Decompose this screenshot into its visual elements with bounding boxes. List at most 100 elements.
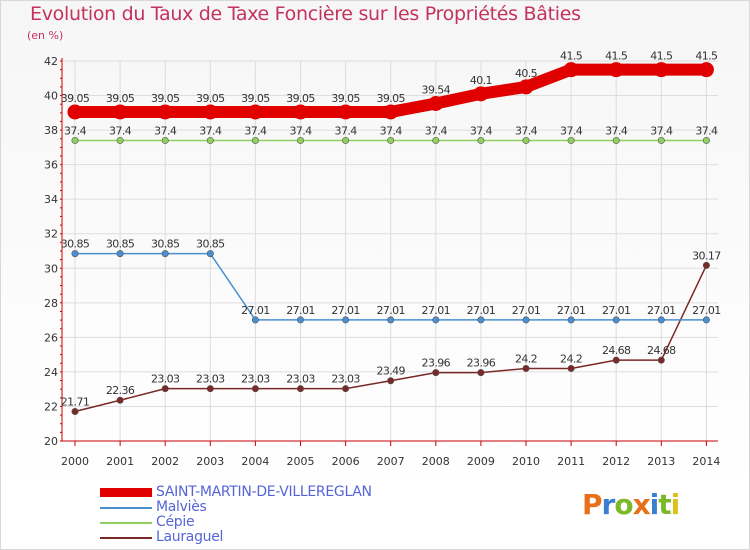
data-label: 39.05 [376,92,405,105]
series-point-3 [612,356,620,364]
series-point-1 [116,250,124,258]
data-label: 27.01 [602,304,631,317]
series-point-3 [206,385,214,393]
x-tick-label: 2002 [151,455,179,468]
x-tick-label: 2001 [106,455,134,468]
y-tick-label: 40 [44,90,58,103]
data-label: 39.05 [286,92,315,105]
series-point-0 [608,62,624,78]
data-label: 30.17 [692,249,721,262]
series-point-3 [251,385,259,393]
data-label: 40.1 [470,74,492,87]
series-point-1 [387,316,395,324]
series-point-2 [342,136,350,144]
proxiti-logo: Proxiti [582,488,680,521]
data-label: 39.54 [422,83,451,96]
data-label: 23.03 [196,373,225,386]
series-point-3 [116,396,124,404]
x-tick-label: 2009 [467,455,495,468]
data-label: 37.4 [335,124,358,137]
data-label: 37.4 [380,124,403,137]
data-label: 27.01 [692,304,721,317]
series-point-2 [71,136,79,144]
x-tick-label: 2012 [602,455,630,468]
data-label: 27.01 [512,304,541,317]
legend-label: Malviès [156,499,207,515]
data-label: 23.03 [331,373,360,386]
series-point-1 [251,316,259,324]
series-point-3 [702,261,710,269]
data-label: 23.03 [241,373,270,386]
data-label: 41.5 [605,50,628,63]
legend-item-saint-martin: SAINT-MARTIN-DE-VILLEREGLAN [100,485,372,500]
data-label: 41.5 [650,50,673,63]
legend-label: Cépie [156,514,195,530]
legend-item-malvies: Malviès [100,500,372,515]
data-label: 39.05 [106,92,135,105]
series-point-0 [383,104,399,120]
logo-letter: x [632,488,651,521]
y-tick-label: 34 [44,193,58,206]
series-point-0 [293,104,308,120]
x-tick-label: 2005 [287,455,315,468]
series-point-0 [563,62,579,78]
data-label: 37.4 [109,124,132,137]
series-point-0 [698,62,714,78]
logo-letter: r [601,488,616,521]
series-point-1 [657,316,665,324]
data-label: 24.2 [560,352,582,365]
series-point-1 [161,250,169,258]
logo-letter: P [582,488,603,521]
series-point-3 [296,385,304,393]
x-tick-label: 2007 [377,455,405,468]
data-label: 39.05 [151,92,180,105]
data-label: 24.68 [602,344,631,357]
series-point-3 [477,369,485,377]
data-label: 23.03 [286,373,315,386]
series-point-3 [387,377,395,385]
series-point-2 [657,136,665,144]
data-label: 37.4 [154,124,177,137]
series-point-2 [567,136,575,144]
y-tick-label: 42 [44,55,58,68]
series-point-3 [432,369,440,377]
data-label: 23.49 [376,365,405,378]
x-tick-label: 2006 [332,455,360,468]
logo-letter: o [614,488,633,521]
x-tick-label: 2000 [61,455,89,468]
y-tick-label: 30 [44,262,58,275]
series-point-1 [432,316,440,324]
series-point-3 [657,356,665,364]
data-label: 40.5 [515,67,538,80]
data-label: 39.05 [196,92,225,105]
data-label: 27.01 [647,304,676,317]
x-tick-label: 2010 [512,455,540,468]
y-tick-label: 28 [44,297,58,310]
data-label: 37.4 [64,124,87,137]
chart-title: Evolution du Taux de Taxe Foncière sur l… [30,3,581,25]
series-layer [67,62,714,415]
y-tick-label: 26 [44,331,58,344]
series-point-3 [71,407,79,415]
legend-swatch [100,521,152,524]
y-tick-label: 38 [44,124,58,137]
series-point-2 [432,136,440,144]
legend-label: SAINT-MARTIN-DE-VILLEREGLAN [156,484,372,500]
series-point-0 [473,86,489,102]
series-point-3 [342,385,350,393]
data-label: 37.4 [650,124,673,137]
series-point-0 [428,95,444,111]
y-tick-label: 20 [44,435,58,448]
data-label: 24.68 [647,344,676,357]
series-point-3 [522,364,530,372]
series-point-1 [477,316,485,324]
series-point-3 [161,385,169,393]
x-tick-label: 2014 [692,455,720,468]
series-point-1 [296,316,304,324]
data-label: 37.4 [199,124,222,137]
data-label: 37.4 [289,124,312,137]
series-point-2 [387,136,395,144]
data-label: 37.4 [470,124,493,137]
series-point-0 [518,79,534,95]
